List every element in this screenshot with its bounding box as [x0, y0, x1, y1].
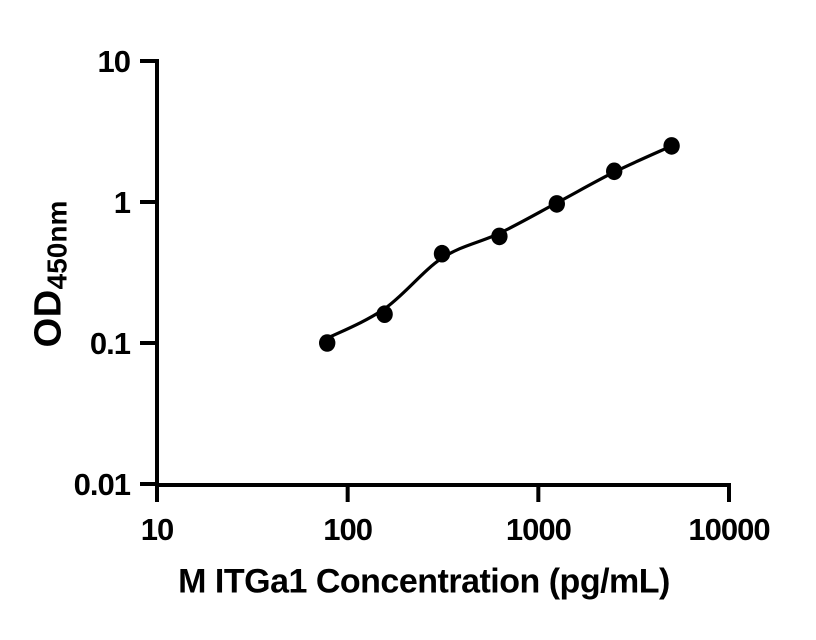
data-point-marker [663, 137, 680, 155]
y-tick-label: 0.01 [74, 467, 131, 502]
y-tick-label: 1 [114, 185, 131, 220]
x-tick-label: 10 [141, 512, 173, 547]
data-point-marker [606, 162, 623, 181]
data-point-marker [319, 334, 336, 352]
y-axis-title-subscript: 450nm [41, 200, 73, 290]
data-point-marker [376, 305, 393, 324]
x-tick-label: 100 [323, 512, 372, 547]
x-tick-label: 1000 [506, 512, 571, 547]
data-point-marker [433, 244, 451, 263]
y-axis-title-main: OD [27, 289, 70, 348]
data-point-marker [548, 195, 565, 213]
y-tick-label: 10 [98, 44, 130, 79]
x-tick-label: 10000 [688, 512, 769, 547]
x-axis-title: M ITGa1 Concentration (pg/mL) [178, 562, 670, 601]
y-tick-label: 0.1 [90, 326, 131, 361]
y-axis-title: OD450nm [27, 200, 73, 348]
data-point-marker [491, 227, 508, 246]
